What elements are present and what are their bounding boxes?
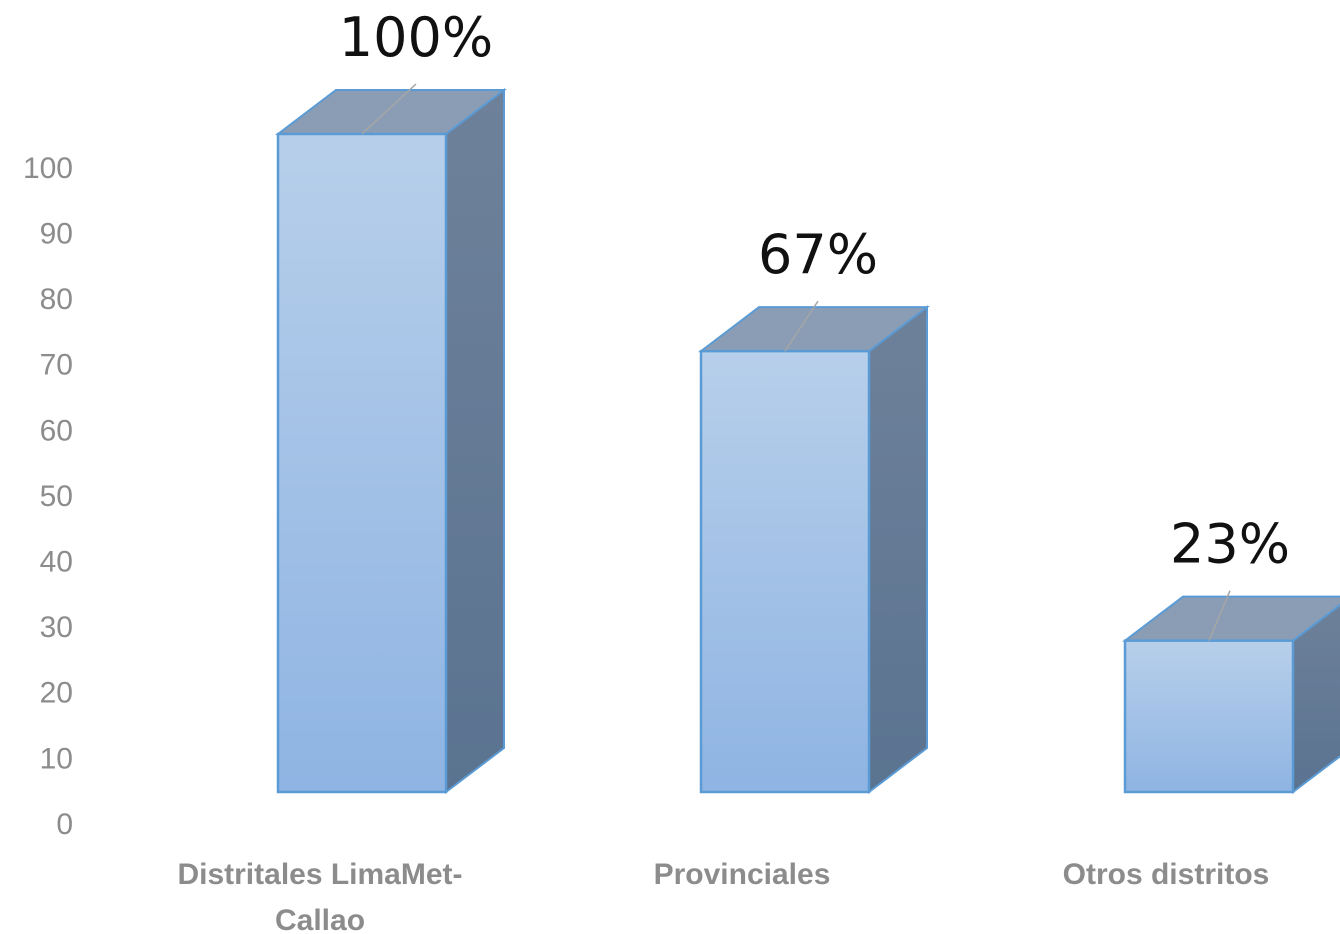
y-axis: 0 10 20 30 40 50 60 70 80 90 100 — [23, 152, 73, 841]
data-label-leader — [784, 300, 819, 352]
data-label-leader — [1208, 590, 1231, 641]
y-tick-label: 90 — [40, 218, 73, 251]
bar: 100% — [275, 6, 507, 795]
x-axis: Distritales LimaMet-Callao Provinciales Ot… — [177, 858, 1269, 934]
data-label: 67% — [758, 223, 878, 286]
bar-side-face — [445, 87, 505, 795]
y-tick-label: 40 — [40, 546, 73, 579]
y-tick-label: 0 — [56, 808, 73, 841]
bar-front-face — [1123, 639, 1295, 794]
data-label-leader — [361, 83, 417, 135]
y-tick-label: 80 — [40, 283, 73, 316]
category-label: Provinciales — [654, 858, 831, 891]
bars: 100% 67% 23% — [275, 6, 1340, 795]
data-label: 23% — [1170, 513, 1290, 576]
bar-side-face — [868, 305, 928, 795]
bar: 23% — [1122, 513, 1340, 795]
bar: 67% — [698, 223, 930, 795]
y-tick-label: 60 — [40, 414, 73, 447]
y-tick-label: 70 — [40, 349, 73, 382]
bar-front-face — [276, 132, 448, 794]
y-tick-label: 50 — [40, 480, 73, 513]
bar-front-face — [699, 349, 871, 794]
data-label: 100% — [339, 6, 493, 69]
y-tick-label: 20 — [40, 677, 73, 710]
y-tick-label: 10 — [40, 742, 73, 775]
y-tick-label: 100 — [23, 152, 73, 185]
y-tick-label: 30 — [40, 611, 73, 644]
category-label: Otros distritos — [1063, 858, 1270, 891]
category-label: Distritales LimaMet-Callao — [177, 858, 462, 934]
